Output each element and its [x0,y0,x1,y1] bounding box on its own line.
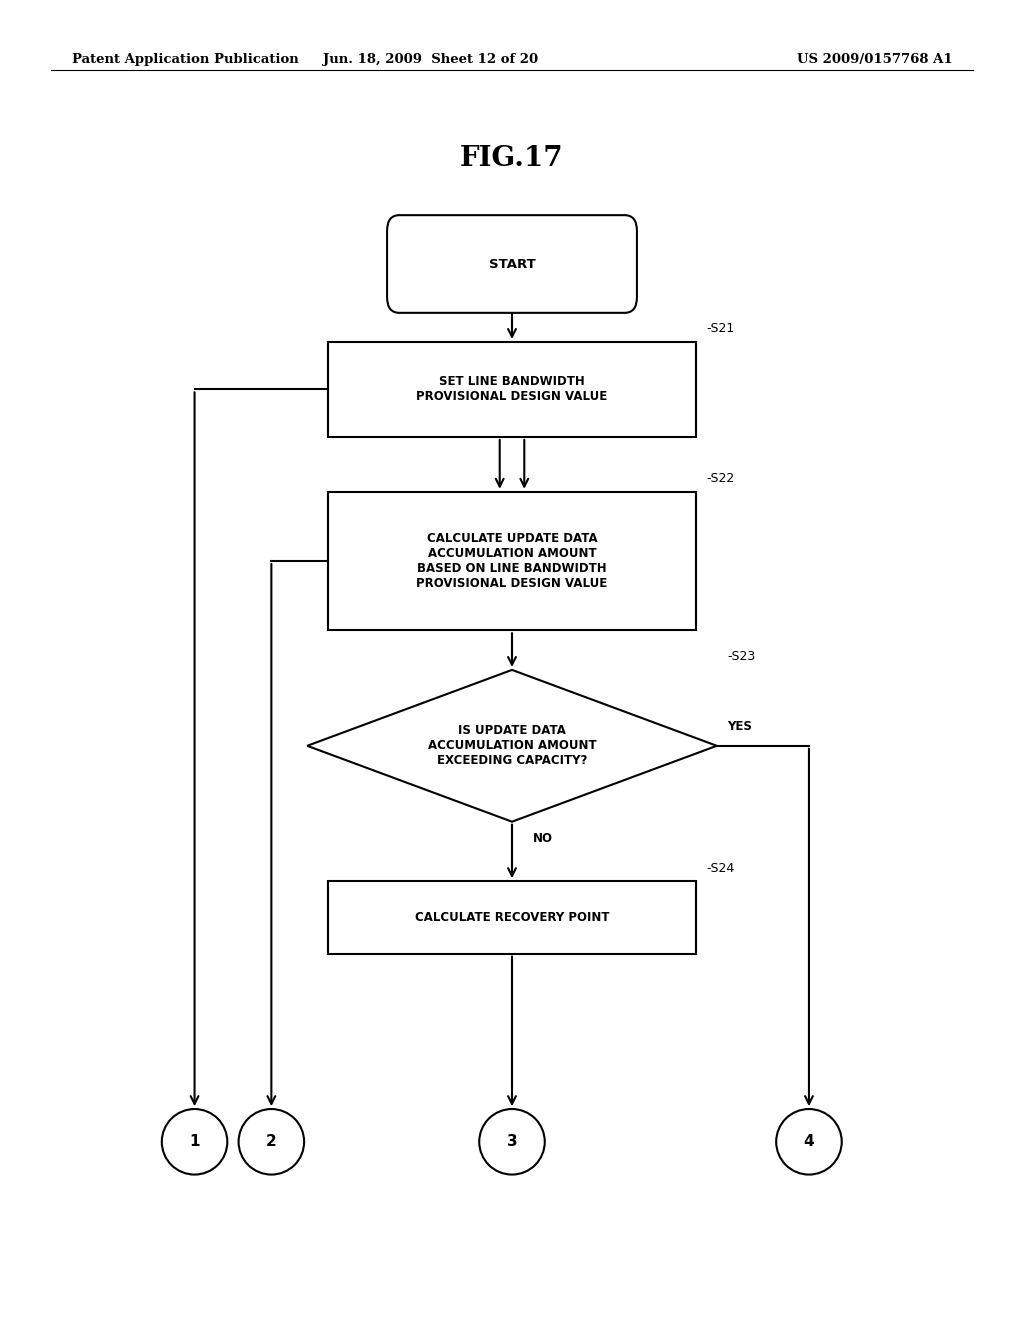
Bar [328,882,696,953]
Text: 2: 2 [266,1134,276,1150]
Ellipse shape [776,1109,842,1175]
Ellipse shape [479,1109,545,1175]
Text: US 2009/0157768 A1: US 2009/0157768 A1 [797,53,952,66]
Text: IS UPDATE DATA
ACCUMULATION AMOUNT
EXCEEDING CAPACITY?: IS UPDATE DATA ACCUMULATION AMOUNT EXCEE… [428,725,596,767]
Text: -S24: -S24 [707,862,735,874]
FancyBboxPatch shape [387,215,637,313]
Text: FIG.17: FIG.17 [460,145,564,172]
Text: NO: NO [532,832,553,845]
Text: Jun. 18, 2009  Sheet 12 of 20: Jun. 18, 2009 Sheet 12 of 20 [323,53,538,66]
Bar [328,492,696,631]
Text: Patent Application Publication: Patent Application Publication [72,53,298,66]
Text: -S23: -S23 [727,651,756,663]
Text: CALCULATE UPDATE DATA
ACCUMULATION AMOUNT
BASED ON LINE BANDWIDTH
PROVISIONAL DE: CALCULATE UPDATE DATA ACCUMULATION AMOUN… [417,532,607,590]
Bar [328,342,696,437]
Text: -S22: -S22 [707,473,735,486]
Text: CALCULATE RECOVERY POINT: CALCULATE RECOVERY POINT [415,911,609,924]
Ellipse shape [162,1109,227,1175]
Text: 3: 3 [507,1134,517,1150]
Text: -S21: -S21 [707,322,735,335]
Text: YES: YES [727,719,752,733]
Text: SET LINE BANDWIDTH
PROVISIONAL DESIGN VALUE: SET LINE BANDWIDTH PROVISIONAL DESIGN VA… [417,375,607,404]
Text: START: START [488,257,536,271]
Text: 1: 1 [189,1134,200,1150]
Ellipse shape [239,1109,304,1175]
Polygon shape [307,671,717,821]
Text: 4: 4 [804,1134,814,1150]
